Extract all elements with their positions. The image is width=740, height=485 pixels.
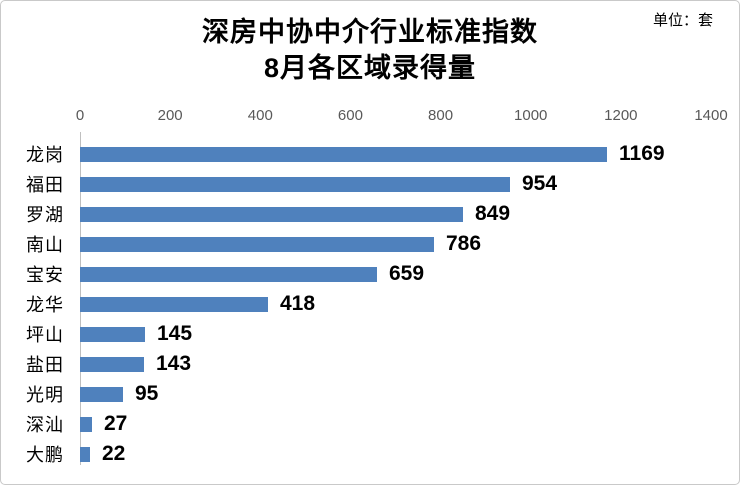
value-label: 27: [104, 412, 128, 435]
chart-title-line1: 深房中协中介行业标准指数: [202, 17, 538, 47]
bar: [80, 266, 377, 282]
category-label: 南山: [26, 235, 64, 255]
category-label: 龙岗: [26, 145, 64, 165]
unit-label: 单位：套: [652, 12, 713, 29]
category-label: 罗湖: [26, 205, 64, 225]
x-axis-tick-label: 400: [247, 107, 273, 124]
bar-row: 深汕 27: [1, 409, 739, 439]
x-axis-tick-label: 600: [337, 107, 363, 124]
chart-title-line2: 8月各区域录得量: [263, 53, 477, 83]
value-label: 22: [102, 442, 126, 465]
category-label: 坪山: [26, 325, 64, 345]
bar-row: 宝安 659: [1, 259, 739, 289]
bar: [80, 176, 510, 192]
x-axis-tick-label: 1200: [604, 107, 638, 124]
bar-row: 光明 95: [1, 379, 739, 409]
category-label: 福田: [26, 175, 64, 195]
value-label: 786: [446, 232, 482, 255]
bar-row: 龙岗 1169: [1, 139, 739, 169]
bar: [80, 356, 144, 372]
category-label: 大鹏: [26, 445, 64, 465]
value-label: 954: [522, 172, 558, 195]
category-label: 盐田: [26, 355, 64, 375]
value-label: 95: [135, 382, 159, 405]
bar-row: 盐田 143: [1, 349, 739, 379]
bar-row: 罗湖 849: [1, 199, 739, 229]
bar: [80, 296, 268, 312]
plot-area: 龙岗 1169 福田 954 罗湖 849 南山 786 宝安 659 龙华 418 坪山 145 盐田 14…: [1, 139, 739, 469]
bar: [80, 326, 145, 342]
bar: [80, 146, 607, 162]
bar-row: 龙华 418: [1, 289, 739, 319]
value-label: 418: [280, 292, 316, 315]
category-label: 光明: [26, 385, 64, 405]
bar-row: 坪山 145: [1, 319, 739, 349]
bar: [80, 416, 92, 432]
value-label: 659: [389, 262, 425, 285]
x-axis-tick-label: 0: [75, 107, 85, 124]
x-axis-tick-label: 800: [428, 107, 454, 124]
bar: [80, 236, 434, 252]
bar-row: 福田 954: [1, 169, 739, 199]
bar-row: 大鹏 22: [1, 439, 739, 469]
value-label: 849: [475, 202, 511, 225]
value-label: 143: [156, 352, 192, 375]
bar-row: 南山 786: [1, 229, 739, 259]
value-label: 145: [157, 322, 193, 345]
category-label: 龙华: [26, 295, 64, 315]
category-label: 深汕: [26, 415, 64, 435]
x-axis-ticks: 0 200 400 600 800 1000 1200 1400: [1, 107, 739, 127]
category-label: 宝安: [26, 265, 64, 285]
bar: [80, 446, 90, 462]
value-label: 1169: [619, 142, 665, 165]
x-axis-tick-label: 200: [157, 107, 183, 124]
bar: [80, 386, 123, 402]
chart-title: 深房中协中介行业标准指数 8月各区域录得量: [1, 14, 739, 86]
bar: [80, 206, 463, 222]
x-axis-tick-label: 1000: [514, 107, 548, 124]
x-axis-tick-label: 1400: [694, 107, 728, 124]
